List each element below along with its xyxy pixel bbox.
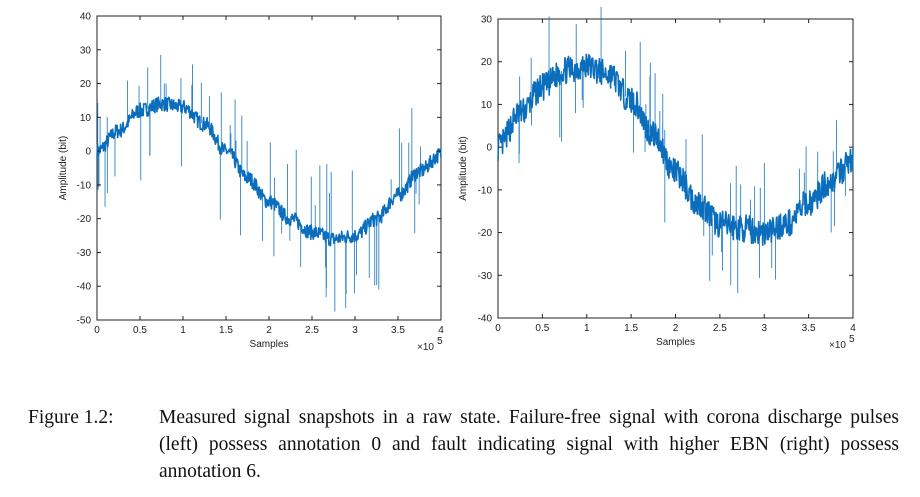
caption-text: Measured signal snapshots in a raw state…: [159, 407, 899, 482]
x-tick-label: 1: [584, 323, 590, 334]
x-multiplier-exponent: 5: [437, 336, 443, 347]
y-tick-label: -30: [77, 248, 92, 259]
y-tick-label: 20: [80, 79, 92, 90]
y-axis-label: Amplitude (bit): [458, 136, 469, 200]
y-tick-label: 40: [80, 12, 92, 23]
x-tick-label: 1.5: [624, 323, 638, 334]
x-tick-label: 4: [438, 325, 444, 336]
x-axis-label: Samples: [250, 339, 289, 350]
plot-area: [96, 15, 442, 321]
y-tick-label: -40: [77, 282, 92, 293]
y-tick-label: 30: [80, 45, 92, 56]
x-tick-label: 3: [352, 325, 358, 336]
y-tick-label: 0: [486, 143, 492, 154]
x-tick-label: 2.5: [305, 325, 319, 336]
y-tick-label: 0: [85, 147, 91, 158]
x-tick-label: 0: [495, 323, 501, 334]
caption-label: Figure 1.2:: [28, 407, 114, 428]
x-tick-label: 4: [850, 323, 856, 334]
x-tick-label: 2: [266, 325, 272, 336]
x-tick-label: 0.5: [535, 323, 549, 334]
x-tick-label: 1: [180, 325, 186, 336]
x-multiplier-exponent: 5: [849, 334, 855, 345]
y-tick-label: 30: [481, 15, 493, 26]
x-tick-label: 3.5: [802, 323, 816, 334]
x-axis-label: Samples: [656, 337, 695, 348]
x-tick-label: 2.5: [713, 323, 727, 334]
y-tick-label: 10: [80, 113, 92, 124]
signal-pulses: [97, 54, 421, 312]
signal-pulses: [518, 6, 846, 294]
x-multiplier: ×10: [829, 340, 846, 351]
y-tick-label: -50: [77, 316, 92, 327]
x-tick-label: 3: [761, 323, 767, 334]
x-tick-label: 0: [94, 325, 100, 336]
y-tick-label: -20: [77, 214, 92, 225]
x-tick-label: 2: [673, 323, 679, 334]
y-tick-label: -10: [478, 185, 493, 196]
y-tick-label: -20: [478, 228, 493, 239]
y-tick-label: 20: [481, 57, 493, 68]
x-tick-label: 1.5: [219, 325, 233, 336]
x-tick-label: 3.5: [391, 325, 405, 336]
y-tick-label: -40: [478, 314, 493, 325]
x-tick-label: 0.5: [133, 325, 147, 336]
signal-line: [497, 53, 854, 247]
y-tick-label: 10: [481, 100, 493, 111]
y-tick-label: -30: [478, 271, 493, 282]
y-axis-label: Amplitude (bit): [58, 136, 69, 200]
signal-line: [96, 96, 442, 247]
y-tick-label: -10: [77, 180, 92, 191]
x-multiplier: ×10: [417, 342, 434, 353]
